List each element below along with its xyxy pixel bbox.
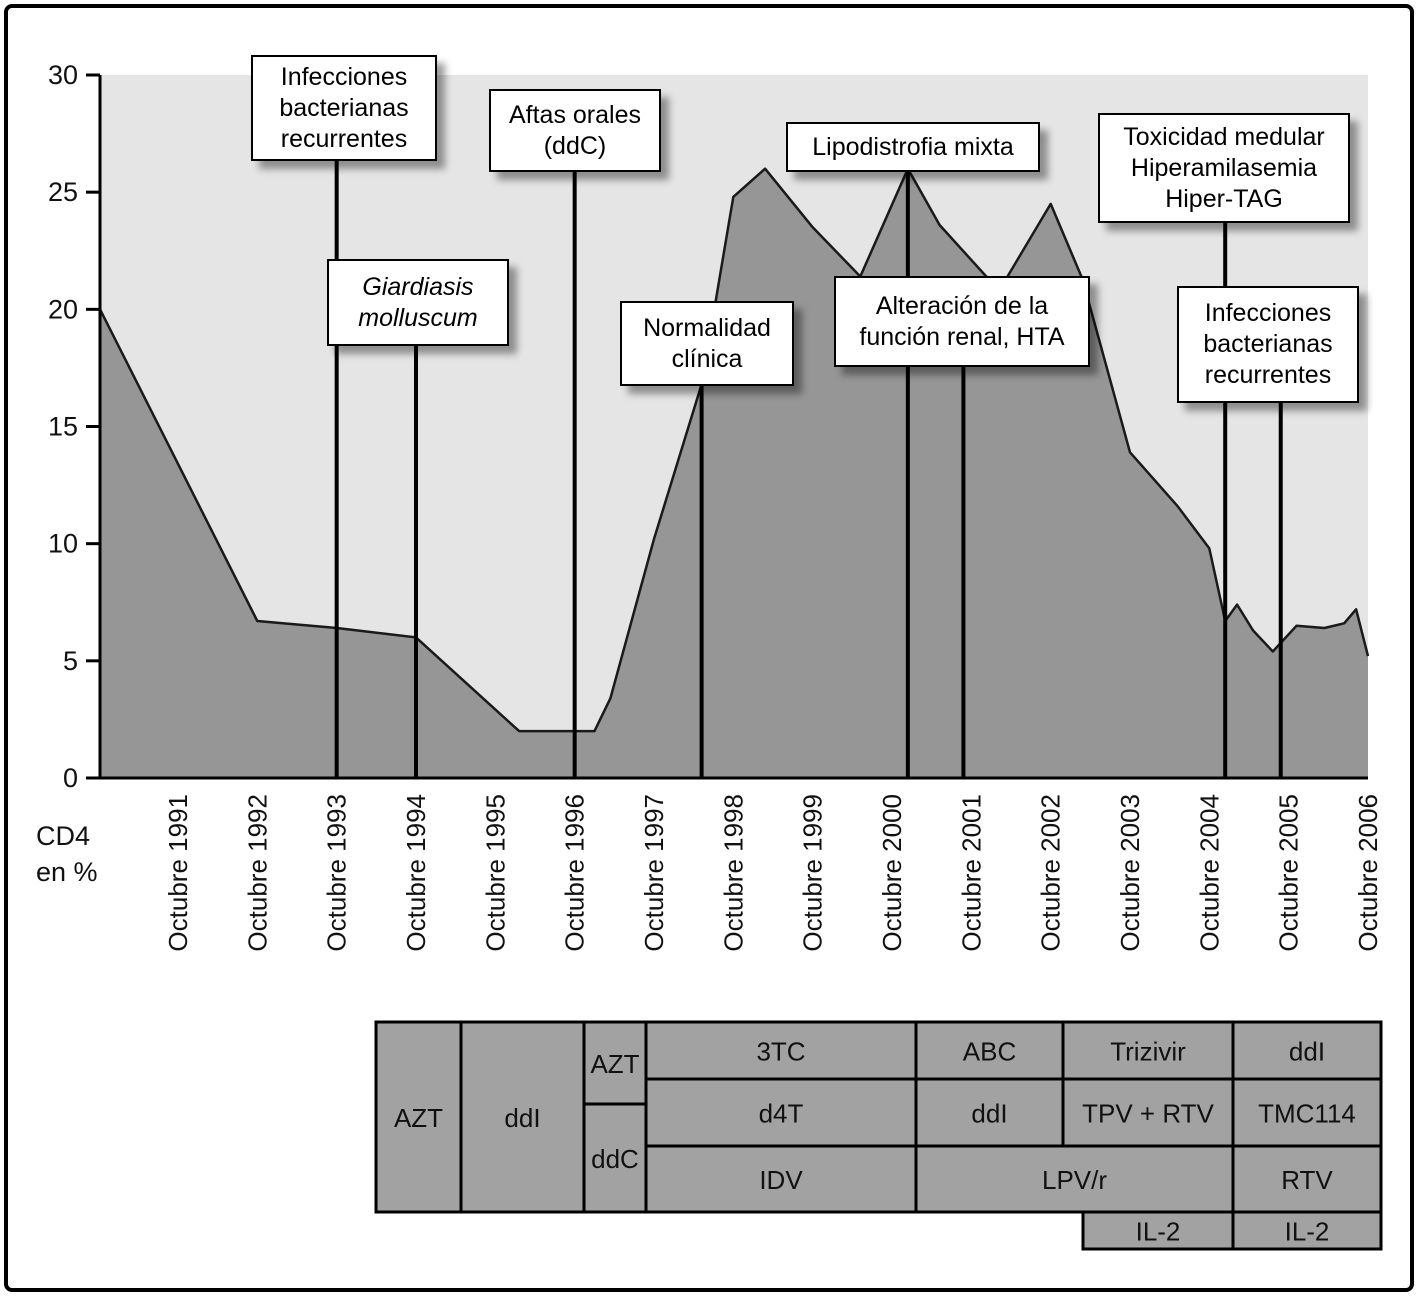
treatment-label: ABC xyxy=(963,1037,1016,1067)
treatment-label: 3TC xyxy=(756,1037,805,1067)
treatment-label: RTV xyxy=(1281,1165,1333,1195)
treatment-cell xyxy=(644,1077,918,1148)
figure-frame xyxy=(4,4,1414,1292)
x-axis-label: Octubre 2000 xyxy=(877,794,907,952)
x-axis-label: Octubre 2005 xyxy=(1274,794,1304,952)
treatment-label: AZT xyxy=(590,1049,639,1079)
x-axis-label: Octubre 2002 xyxy=(1036,794,1066,952)
y-tick-label: 10 xyxy=(48,529,78,559)
x-axis-label: Octubre 1993 xyxy=(322,794,352,952)
x-axis-label: Octubre 2003 xyxy=(1115,794,1145,952)
y-tick-label: 30 xyxy=(48,60,78,90)
y-tick-label: 5 xyxy=(63,646,78,676)
treatment-cell xyxy=(1231,1077,1383,1148)
y-tick-label: 25 xyxy=(48,177,78,207)
x-axis-label: Octubre 1999 xyxy=(798,794,828,952)
treatment-cell xyxy=(459,1020,586,1214)
x-axis-label: Octubre 1995 xyxy=(480,794,510,952)
treatment-label: d4T xyxy=(759,1099,804,1129)
treatment-label: ddI xyxy=(971,1099,1007,1129)
x-axis-label: Octubre 2004 xyxy=(1194,794,1224,952)
cd4-line xyxy=(98,167,1370,733)
treatment-label: TPV + RTV xyxy=(1082,1099,1214,1129)
treatment-label: ddI xyxy=(1289,1037,1325,1067)
treatment-label: IDV xyxy=(759,1165,803,1195)
x-axis-label: Octubre 1998 xyxy=(718,794,748,952)
treatment-cell xyxy=(1061,1020,1235,1081)
treatment-cell xyxy=(1231,1144,1383,1214)
treatment-cell xyxy=(1231,1210,1383,1251)
y-tick-label: 15 xyxy=(48,412,78,442)
x-axis-label: Octubre 1997 xyxy=(639,794,669,952)
y-tick-label: 20 xyxy=(48,294,78,324)
x-axis-label: Octubre 1992 xyxy=(242,794,272,952)
treatment-cell xyxy=(374,1020,463,1214)
treatment-label: IL-2 xyxy=(1136,1217,1181,1247)
treatment-label: ddC xyxy=(591,1144,639,1174)
treatment-cell xyxy=(644,1144,918,1214)
treatment-label: IL-2 xyxy=(1285,1217,1330,1247)
x-axis-label: Octubre 1991 xyxy=(163,794,193,952)
y-tick-label: 0 xyxy=(63,763,78,793)
treatment-cell xyxy=(914,1020,1065,1081)
treatment-cell xyxy=(582,1102,648,1214)
x-axis-label: Octubre 2001 xyxy=(956,794,986,952)
x-axis-label: Octubre 1994 xyxy=(401,794,431,952)
treatment-label: AZT xyxy=(394,1103,443,1133)
x-axis-label: Octubre 1996 xyxy=(560,794,590,952)
y-axis-title: CD4 en % xyxy=(36,821,98,888)
treatment-cell xyxy=(914,1077,1065,1148)
treatment-label: LPV/r xyxy=(1042,1165,1107,1195)
treatment-label: Trizivir xyxy=(1110,1037,1186,1067)
x-axis-label: Octubre 2006 xyxy=(1353,794,1383,952)
treatment-label: TMC114 xyxy=(1258,1099,1356,1129)
treatment-label: ddI xyxy=(504,1103,540,1133)
treatment-cell xyxy=(1231,1020,1383,1081)
